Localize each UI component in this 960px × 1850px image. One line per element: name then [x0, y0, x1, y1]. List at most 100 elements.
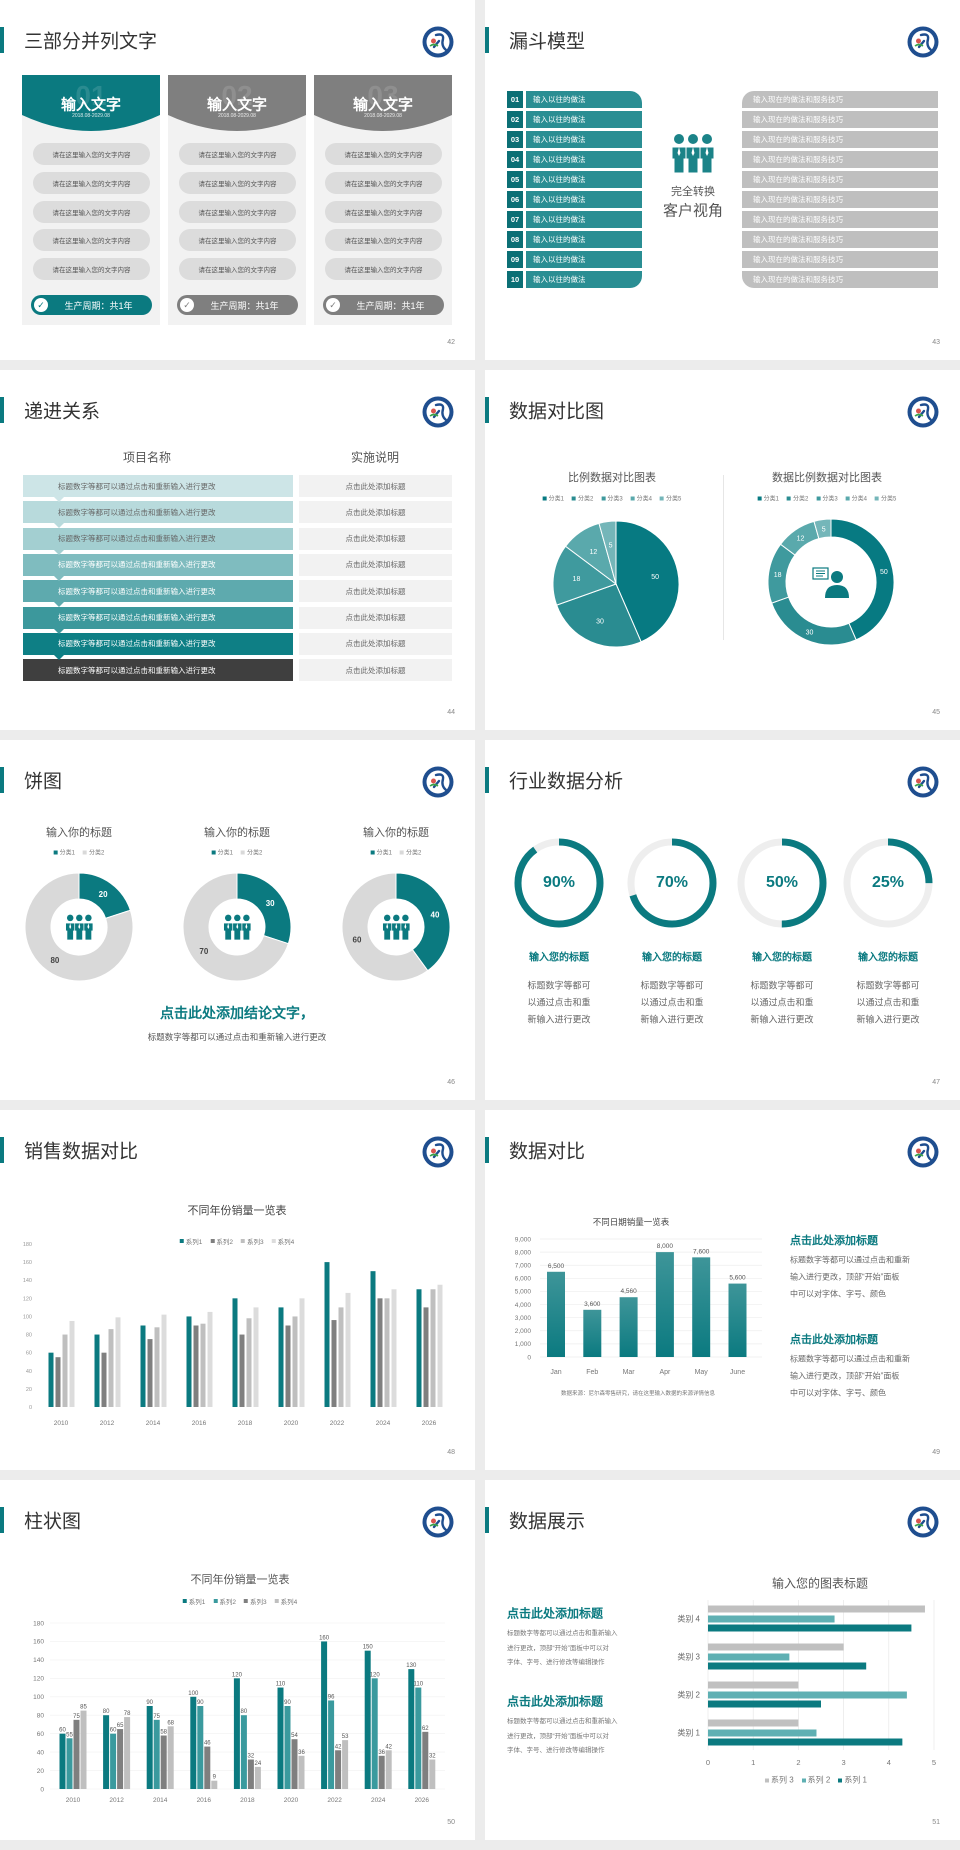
current-practice-bar[interactable]: 输入现在的做法和服务技巧: [742, 171, 938, 188]
current-practice-bar[interactable]: 输入现在的做法和服务技巧: [742, 151, 938, 168]
block-heading[interactable]: 点击此处添加标题: [790, 1235, 878, 1247]
person-head: [242, 914, 250, 922]
bar-value-label: 55: [66, 1732, 73, 1738]
down-arrow-notch: [54, 628, 64, 634]
past-practice-bar[interactable]: 输入以往的做法: [526, 251, 642, 268]
logo-flower: [431, 38, 436, 44]
bar-系列1-2012: [94, 1334, 100, 1407]
bar-value-label: 110: [276, 1682, 286, 1688]
text-pill[interactable]: 请在这里输入您的文字内容: [33, 171, 150, 194]
x-tick-label: 5: [932, 1758, 936, 1767]
note-cell[interactable]: 点击此处添加标题: [299, 501, 452, 524]
legend-label: 分类1: [376, 850, 392, 857]
chart-legend: 系列 3 系列 2 系列 1: [764, 1775, 867, 1786]
block-heading[interactable]: 点击此处添加标题: [790, 1334, 878, 1346]
text-pill[interactable]: 请在这里输入您的文字内容: [33, 229, 150, 252]
y-tick-label: 180: [33, 1620, 44, 1627]
text-pill[interactable]: 请在这里输入您的文字内容: [325, 171, 442, 194]
legend-item: 系列4: [271, 1236, 294, 1246]
text-pill[interactable]: 请在这里输入您的文字内容: [33, 200, 150, 223]
text-pill[interactable]: 请在这里输入您的文字内容: [179, 143, 296, 165]
note-cell[interactable]: 点击此处添加标题: [299, 580, 452, 603]
title-accent-bar: [0, 397, 4, 423]
past-practice-bar[interactable]: 输入以往的做法: [526, 91, 642, 108]
text-pill[interactable]: 请在这里输入您的文字内容: [179, 229, 296, 252]
past-practice-bar[interactable]: 输入以往的做法: [526, 131, 642, 148]
school-logo: [422, 1506, 454, 1538]
y-tick-label: 120: [33, 1676, 44, 1683]
y-tick-label: 160: [33, 1639, 44, 1646]
metric-description: 以通过点击和重: [750, 997, 814, 1008]
bar-系列3-2022: [338, 1307, 344, 1407]
past-practice-bar[interactable]: 输入以往的做法: [526, 191, 642, 208]
bar-chart: 0 1,000 2,000 3,000 4,000 5,000 6,000 7,000 8,00…: [515, 1236, 762, 1376]
legend-item: 分类2: [400, 848, 421, 857]
text-pill[interactable]: 请在这里输入您的文字内容: [325, 258, 442, 281]
text-pill[interactable]: 请在这里输入您的文字内容: [325, 229, 442, 252]
legend-swatch: [182, 1599, 187, 1603]
y-tick-label: 60: [37, 1731, 45, 1738]
bar-系列1-2016: [190, 1696, 197, 1789]
bar-系列3-2014: [160, 1735, 167, 1789]
page-number: 42: [447, 339, 455, 346]
slice-value-label: 70: [199, 947, 208, 956]
current-practice-bar[interactable]: 输入现在的做法和服务技巧: [742, 231, 938, 248]
page-number: 51: [932, 1819, 940, 1826]
progression-row[interactable]: 标题数字等都可以通过点击和重新输入进行更改: [23, 659, 293, 682]
legend-item: 分类2: [83, 848, 104, 857]
current-practice-bar[interactable]: 输入现在的做法和服务技巧: [742, 191, 938, 208]
pie-chart: 50 30 18 12 5: [552, 520, 680, 648]
past-practice-bar[interactable]: 输入以往的做法: [526, 271, 642, 288]
note-cell[interactable]: 点击此处添加标题: [299, 475, 452, 497]
conclusion-text[interactable]: 点击此处添加结论文字，: [160, 1005, 314, 1021]
note-cell[interactable]: 点击此处添加标题: [299, 553, 452, 576]
note-cell[interactable]: 点击此处添加标题: [299, 632, 452, 655]
progression-row[interactable]: 标题数字等都可以通过点击和重新输入进行更改: [23, 606, 293, 629]
text-pill[interactable]: 请在这里输入您的文字内容: [179, 200, 296, 223]
note-cell[interactable]: 点击此处添加标题: [299, 527, 452, 550]
text-pill[interactable]: 请在这里输入您的文字内容: [33, 143, 150, 165]
current-practice-bar[interactable]: 输入现在的做法和服务技巧: [742, 111, 938, 128]
progression-row[interactable]: 标题数字等都可以通过点击和重新输入进行更改: [23, 501, 293, 524]
block-heading[interactable]: 点击此处添加标题: [507, 1694, 604, 1709]
bar-系列3-2026: [430, 1289, 436, 1407]
bar-value-label: 78: [124, 1711, 131, 1717]
text-pill[interactable]: 请在这里输入您的文字内容: [179, 258, 296, 281]
person-tie: [68, 923, 71, 929]
past-practice-bar[interactable]: 输入以往的做法: [526, 151, 642, 168]
text-pill[interactable]: 请在这里输入您的文字内容: [325, 143, 442, 165]
current-practice-bar[interactable]: 输入现在的做法和服务技巧: [742, 211, 938, 228]
note-cell[interactable]: 点击此处添加标题: [299, 659, 452, 682]
progression-row[interactable]: 标题数字等都可以通过点击和重新输入进行更改: [23, 580, 293, 603]
legend-item: 分类2: [241, 848, 262, 857]
current-practice-bar[interactable]: 输入现在的做法和服务技巧: [742, 271, 938, 288]
bar-系列 1-类别 2: [708, 1700, 821, 1708]
legend-item: 系列 1: [838, 1775, 867, 1786]
progression-row[interactable]: 标题数字等都可以通过点击和重新输入进行更改: [23, 475, 293, 497]
current-practice-bar[interactable]: 输入现在的做法和服务技巧: [742, 91, 938, 108]
bar-系列2-2012: [110, 1733, 117, 1789]
past-practice-bar[interactable]: 输入以往的做法: [526, 231, 642, 248]
step-number: 07: [507, 211, 523, 228]
past-practice-bar[interactable]: 输入以往的做法: [526, 111, 642, 128]
x-tick-label: 2024: [371, 1797, 386, 1804]
progression-row[interactable]: 标题数字等都可以通过点击和重新输入进行更改: [23, 553, 293, 576]
text-pill[interactable]: 请在这里输入您的文字内容: [325, 200, 442, 223]
block-heading[interactable]: 点击此处添加标题: [507, 1606, 604, 1621]
past-practice-bar[interactable]: 输入以往的做法: [526, 171, 642, 188]
text-pill[interactable]: 请在这里输入您的文字内容: [33, 258, 150, 281]
person-tie: [245, 923, 248, 929]
progression-row[interactable]: 标题数字等都可以通过点击和重新输入进行更改: [23, 632, 293, 655]
bar-value-label: 130: [406, 1663, 417, 1669]
x-tick-label: 2010: [66, 1797, 81, 1804]
note-cell[interactable]: 点击此处添加标题: [299, 606, 452, 629]
progression-row[interactable]: 标题数字等都可以通过点击和重新输入进行更改: [23, 527, 293, 550]
bar-系列4-2022: [342, 1740, 349, 1789]
percent-value: 50%: [765, 874, 799, 891]
check-circle-icon: ✓: [180, 298, 194, 312]
current-practice-bar[interactable]: 输入现在的做法和服务技巧: [742, 131, 938, 148]
x-tick-label: 2026: [415, 1797, 430, 1804]
text-pill[interactable]: 请在这里输入您的文字内容: [179, 171, 296, 194]
past-practice-bar[interactable]: 输入以往的做法: [526, 211, 642, 228]
current-practice-bar[interactable]: 输入现在的做法和服务技巧: [742, 251, 938, 268]
